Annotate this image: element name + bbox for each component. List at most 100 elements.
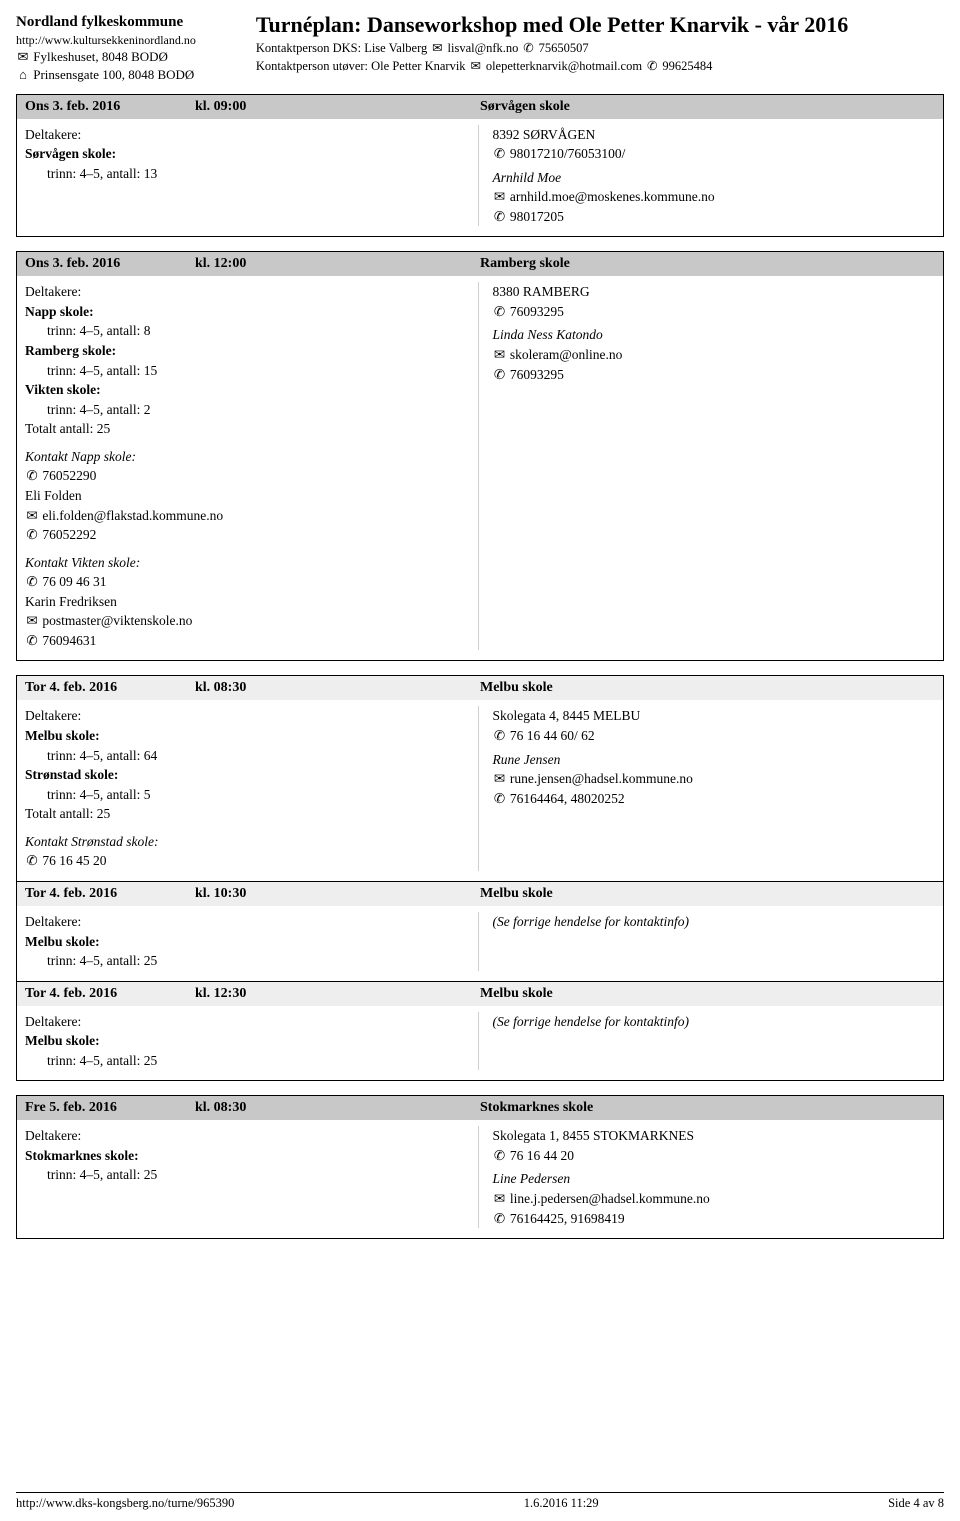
deltakere-label: Deltakere: — [25, 125, 468, 145]
org-block: Nordland fylkeskommune http://www.kultur… — [16, 12, 196, 84]
extra-contact-email: ✉ eli.folden@flakstad.kommune.no — [25, 506, 468, 526]
contact-performer-phone: 99625484 — [662, 59, 712, 73]
group-detail: trinn: 4–5, antall: 25 — [25, 1165, 468, 1185]
contact-phone-text: 76164425, 91698419 — [510, 1211, 625, 1226]
mail-icon: ✉ — [25, 506, 39, 526]
contact-performer-label: Kontaktperson utøver: — [256, 59, 368, 73]
mail-icon: ✉ — [493, 1189, 507, 1209]
contact-email-text: line.j.pedersen@hadsel.kommune.no — [510, 1191, 710, 1206]
total-count: Totalt antall: 25 — [25, 419, 468, 439]
event-venue: Ramberg skole — [275, 256, 935, 272]
contact-phone: ✆ 76164464, 48020252 — [493, 789, 936, 809]
venue-address: Skolegata 1, 8455 STOKMARKNES — [493, 1126, 936, 1146]
event-venue: Stokmarknes skole — [275, 1100, 935, 1116]
event-block: Fre 5. feb. 2016 kl. 08:30 Stokmarknes s… — [16, 1095, 944, 1239]
contact-person: Line Pedersen — [493, 1169, 936, 1189]
group-name: Melbu skole: — [25, 1031, 468, 1051]
event-left: Deltakere: Stokmarknes skole: trinn: 4–5… — [25, 1126, 478, 1228]
mail-icon: ✉ — [493, 187, 507, 207]
contact-dks-label: Kontaktperson DKS: — [256, 41, 361, 55]
group-name: Vikten skole: — [25, 380, 468, 400]
org-url: http://www.kultursekkeninordland.no — [16, 32, 196, 48]
event-header: Fre 5. feb. 2016 kl. 08:30 Stokmarknes s… — [17, 1096, 943, 1120]
extra-contact-email-text: eli.folden@flakstad.kommune.no — [42, 508, 223, 523]
event-venue: Sørvågen skole — [275, 99, 935, 115]
event-header: Ons 3. feb. 2016 kl. 12:00 Ramberg skole — [17, 252, 943, 276]
contact-phone-text: 98017205 — [510, 209, 564, 224]
event-date: Ons 3. feb. 2016 — [25, 256, 195, 272]
page-header: Nordland fylkeskommune http://www.kultur… — [16, 12, 944, 84]
event-venue: Melbu skole — [275, 986, 935, 1002]
event-left: Deltakere: Melbu skole: trinn: 4–5, anta… — [25, 706, 478, 871]
extra-contact-person: Karin Fredriksen — [25, 592, 468, 612]
phone-icon: ✆ — [493, 365, 507, 385]
contact-dks-phone: 75650507 — [539, 41, 589, 55]
event-body: Deltakere: Melbu skole: trinn: 4–5, anta… — [17, 1006, 943, 1081]
group-detail: trinn: 4–5, antall: 5 — [25, 785, 468, 805]
deltakere-label: Deltakere: — [25, 912, 468, 932]
phone-icon: ✆ — [493, 144, 507, 164]
phone-icon: ✆ — [493, 1146, 507, 1166]
org-postal-text: Fylkeshuset, 8048 BODØ — [33, 49, 168, 64]
group-name: Melbu skole: — [25, 932, 468, 952]
event-header: Tor 4. feb. 2016 kl. 08:30 Melbu skole — [17, 676, 943, 700]
group-detail: trinn: 4–5, antall: 2 — [25, 400, 468, 420]
contact-phone: ✆ 76164425, 91698419 — [493, 1209, 936, 1229]
contact-person: Linda Ness Katondo — [493, 325, 936, 345]
phone-icon: ✆ — [25, 631, 39, 651]
contact-dks-line: Kontaktperson DKS: Lise Valberg ✉ lisval… — [256, 40, 944, 58]
deltakere-label: Deltakere: — [25, 282, 468, 302]
event-body: Deltakere: Sørvågen skole: trinn: 4–5, a… — [17, 119, 943, 237]
contact-performer-line: Kontaktperson utøver: Ole Petter Knarvik… — [256, 58, 944, 76]
event-date: Ons 3. feb. 2016 — [25, 99, 195, 115]
event-venue: Melbu skole — [275, 886, 935, 902]
event-right: (Se forrige hendelse for kontaktinfo) — [478, 912, 936, 971]
extra-contact-phone: ✆ 76052290 — [25, 466, 468, 486]
group-name: Stokmarknes skole: — [25, 1146, 468, 1166]
footer-page: Side 4 av 8 — [888, 1496, 944, 1511]
event-body: Deltakere: Napp skole: trinn: 4–5, antal… — [17, 276, 943, 660]
phone-icon: ✆ — [493, 302, 507, 322]
org-postal: ✉ Fylkeshuset, 8048 BODØ — [16, 48, 196, 66]
contact-dks-email: lisval@nfk.no — [448, 41, 519, 55]
event-date: Tor 4. feb. 2016 — [25, 986, 195, 1002]
event-time: kl. 12:30 — [195, 986, 275, 1002]
group-detail: trinn: 4–5, antall: 8 — [25, 321, 468, 341]
footer-url: http://www.dks-kongsberg.no/turne/965390 — [16, 1496, 234, 1511]
event-left: Deltakere: Melbu skole: trinn: 4–5, anta… — [25, 912, 478, 971]
venue-phone-text: 98017210/76053100/ — [510, 146, 626, 161]
tour-title: Turnéplan: Danseworkshop med Ole Petter … — [256, 12, 944, 38]
org-visit-text: Prinsensgate 100, 8048 BODØ — [33, 67, 194, 82]
deltakere-label: Deltakere: — [25, 1126, 468, 1146]
event-header: Tor 4. feb. 2016 kl. 10:30 Melbu skole — [17, 882, 943, 906]
see-prev-note: (Se forrige hendelse for kontaktinfo) — [493, 1012, 936, 1032]
venue-phone: ✆ 76 16 44 20 — [493, 1146, 936, 1166]
event-venue: Melbu skole — [275, 680, 935, 696]
event-block: Ons 3. feb. 2016 kl. 09:00 Sørvågen skol… — [16, 94, 944, 238]
event-header: Ons 3. feb. 2016 kl. 09:00 Sørvågen skol… — [17, 95, 943, 119]
mail-icon: ✉ — [25, 611, 39, 631]
event-block: Tor 4. feb. 2016 kl. 08:30 Melbu skole D… — [16, 675, 944, 1081]
venue-address: Skolegata 4, 8445 MELBU — [493, 706, 936, 726]
event-sub: Tor 4. feb. 2016 kl. 12:30 Melbu skole D… — [17, 981, 943, 1081]
org-visit: ⌂ Prinsensgate 100, 8048 BODØ — [16, 66, 196, 84]
contact-email-text: arnhild.moe@moskenes.kommune.no — [510, 189, 715, 204]
group-detail: trinn: 4–5, antall: 15 — [25, 361, 468, 381]
event-date: Fre 5. feb. 2016 — [25, 1100, 195, 1116]
group-detail: trinn: 4–5, antall: 25 — [25, 951, 468, 971]
deltakere-label: Deltakere: — [25, 1012, 468, 1032]
phone-icon: ✆ — [25, 572, 39, 592]
event-header: Tor 4. feb. 2016 kl. 12:30 Melbu skole — [17, 982, 943, 1006]
contact-performer-name: Ole Petter Knarvik — [371, 59, 465, 73]
house-icon: ⌂ — [16, 66, 30, 84]
mail-icon: ✉ — [493, 345, 507, 365]
extra-contact-phone2-text: 76052292 — [42, 527, 96, 542]
contact-email: ✉ arnhild.moe@moskenes.kommune.no — [493, 187, 936, 207]
extra-contact-phone2-text: 76094631 — [42, 633, 96, 648]
event-time: kl. 08:30 — [195, 680, 275, 696]
group-name: Sørvågen skole: — [25, 144, 468, 164]
extra-contact-person: Eli Folden — [25, 486, 468, 506]
contact-phone-text: 76093295 — [510, 367, 564, 382]
contact-email-text: rune.jensen@hadsel.kommune.no — [510, 771, 693, 786]
event-left: Deltakere: Sørvågen skole: trinn: 4–5, a… — [25, 125, 478, 227]
